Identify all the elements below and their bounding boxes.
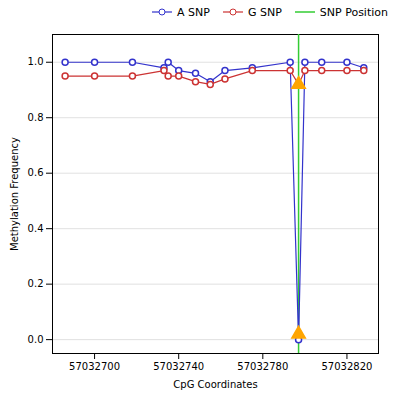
svg-text:0.6: 0.6	[28, 167, 44, 178]
svg-text:CpG Coordinates: CpG Coordinates	[173, 379, 257, 390]
svg-text:1.0: 1.0	[28, 56, 44, 67]
html-text:A SNP: A SNP	[177, 5, 210, 19]
svg-text:57032740: 57032740	[153, 361, 204, 372]
svg-text:0.0: 0.0	[28, 334, 44, 345]
svg-text:0.4: 0.4	[28, 223, 44, 234]
svg-text:0.2: 0.2	[28, 278, 44, 289]
svg-text:57032780: 57032780	[237, 361, 288, 372]
svg-text:57032820: 57032820	[321, 361, 372, 372]
svg-text:Methylation Frequency: Methylation Frequency	[9, 137, 20, 251]
html-text:SNP Position: SNP Position	[319, 5, 388, 19]
svg-text:0.8: 0.8	[28, 112, 44, 123]
svg-text:57032700: 57032700	[69, 361, 120, 372]
html-text:G SNP: G SNP	[248, 5, 282, 19]
